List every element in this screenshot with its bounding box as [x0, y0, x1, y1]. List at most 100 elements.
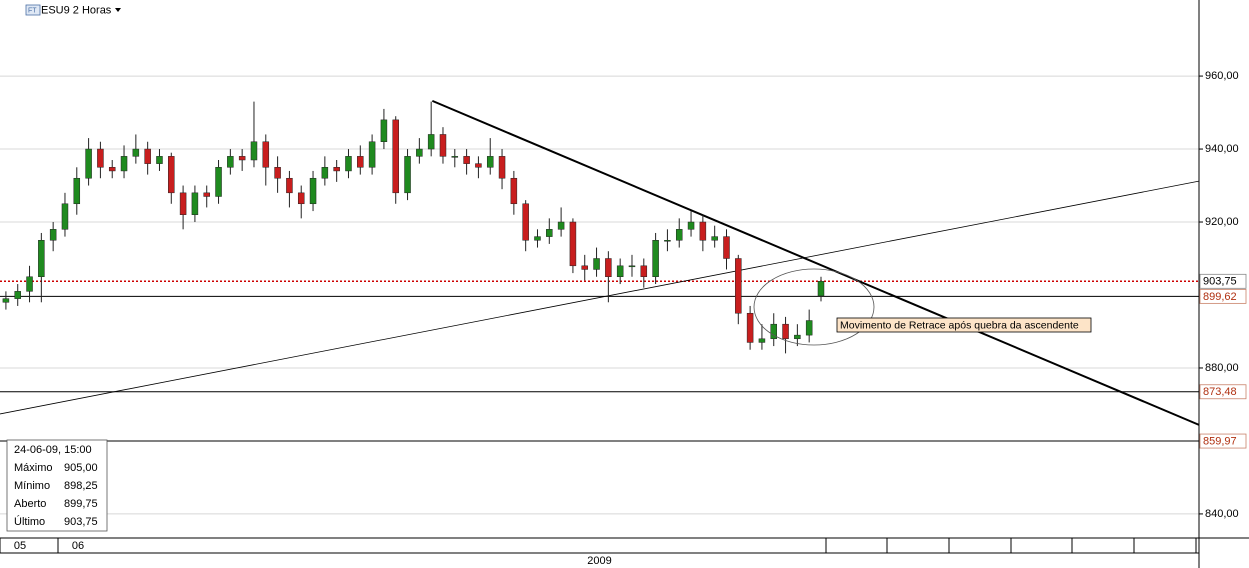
candle-body	[61, 203, 69, 230]
annotation-text: Movimento de Retrace após quebra da asce…	[840, 319, 1079, 331]
candle-body	[546, 229, 553, 237]
level-label: 899,62	[1203, 291, 1237, 303]
level-label: 903,75	[1203, 276, 1237, 288]
candle-body	[120, 156, 128, 172]
x-axis-label: 2009	[587, 555, 611, 567]
candle-body	[416, 148, 423, 157]
candle-body	[321, 167, 329, 179]
candle-body	[85, 148, 92, 179]
candle-body	[675, 229, 683, 241]
candle-body	[203, 192, 210, 197]
info-value: 905,00	[64, 462, 98, 474]
candle-body	[817, 281, 825, 297]
level-label-box	[1199, 433, 1247, 449]
candle-body	[392, 119, 399, 194]
level-label-box	[1199, 273, 1247, 289]
candle-body	[227, 156, 234, 168]
candle-body	[73, 177, 81, 205]
info-value: 899,75	[64, 498, 98, 510]
level-label-box	[1199, 288, 1247, 304]
y-tick-label: 920,00	[1205, 216, 1239, 228]
chart-title: ESU9 2 Horas	[41, 4, 112, 16]
x-tick-label: 06	[72, 540, 84, 552]
candle-body	[144, 148, 151, 164]
candle-body	[510, 177, 518, 205]
candle-body	[770, 323, 777, 340]
icon-text: FT	[28, 7, 37, 14]
candle-body	[262, 141, 270, 168]
level-label-box	[1199, 384, 1247, 400]
candle-body	[652, 240, 659, 278]
y-tick-label: 940,00	[1205, 143, 1239, 155]
y-tick-label: 880,00	[1205, 362, 1239, 374]
title-area[interactable]: FT ESU9 2 Horas	[25, 4, 121, 16]
trendline	[0, 180, 1200, 415]
candle-body	[451, 156, 459, 158]
info-label: Último	[14, 515, 45, 528]
highlight-ellipse	[753, 268, 875, 346]
candle-body	[628, 265, 636, 268]
candle-body	[735, 258, 742, 314]
info-label: Mínimo	[14, 480, 50, 492]
candle-body	[14, 291, 21, 299]
candle-body	[2, 298, 10, 303]
candle-body	[286, 177, 293, 194]
candle-body	[699, 221, 707, 241]
plot	[0, 99, 1200, 442]
dropdown-arrow[interactable]	[115, 8, 121, 12]
candle-body	[156, 156, 163, 164]
level-label: 859,97	[1203, 435, 1237, 447]
y-tick-label: 960,00	[1205, 70, 1239, 82]
candle-body	[711, 236, 718, 241]
info-title: 24-06-09, 15:00	[14, 444, 92, 456]
info-label: Máximo	[14, 462, 53, 474]
candle-body	[168, 156, 175, 194]
candle-body	[250, 141, 258, 161]
candle-body	[569, 221, 577, 267]
candle-body	[758, 338, 766, 343]
candle-body	[427, 134, 435, 150]
candle-body	[345, 156, 352, 172]
candle-body	[475, 163, 482, 168]
candle-body	[357, 156, 364, 168]
candle-body	[309, 177, 317, 205]
candle-body	[380, 119, 388, 142]
candle-body	[333, 167, 340, 172]
candle-body	[605, 258, 612, 278]
annotation: Movimento de Retrace após quebra da asce…	[836, 317, 1092, 333]
grid	[0, 75, 1199, 515]
candle-body	[108, 167, 116, 172]
x-tick-label: 05	[14, 540, 26, 552]
instrument-icon	[25, 4, 41, 16]
candle-body	[581, 265, 588, 270]
candle-body	[26, 276, 33, 292]
annotation-box	[836, 317, 1092, 333]
candle-body	[557, 221, 565, 230]
y-tick-label: 840,00	[1205, 508, 1239, 520]
info-value: 898,25	[64, 480, 98, 492]
candle-body	[522, 203, 529, 241]
candle-body	[238, 156, 246, 161]
candle-body	[723, 236, 730, 259]
info-value: 903,75	[64, 516, 98, 528]
candle-body	[439, 134, 447, 157]
candle-body	[498, 156, 506, 179]
candle-body	[593, 258, 600, 270]
candle-body	[297, 192, 305, 205]
candle-body	[687, 221, 695, 230]
candle-body	[97, 148, 104, 168]
candle-body	[616, 265, 624, 278]
trendline	[431, 99, 1200, 426]
candle-body	[215, 167, 222, 197]
candle-body	[191, 192, 199, 215]
candle-body	[463, 156, 470, 164]
candle-body	[805, 320, 813, 336]
candle-body	[640, 265, 648, 278]
info-box-frame	[6, 439, 108, 532]
candle-body	[664, 240, 671, 242]
info-label: Aberto	[14, 498, 46, 510]
candle-body	[49, 229, 57, 241]
level-label: 873,48	[1203, 386, 1237, 398]
